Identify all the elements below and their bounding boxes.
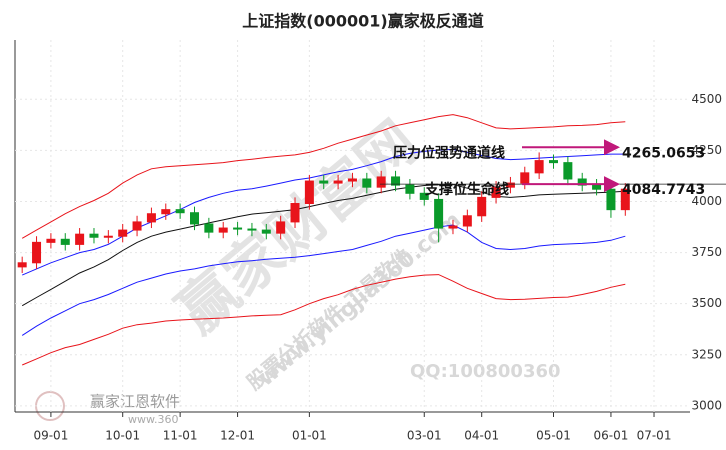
annotation-value: 4084.7743 [622, 182, 705, 198]
candle-body [204, 223, 214, 233]
y-tick-label: 4250 [691, 143, 722, 157]
candle-body [319, 180, 329, 184]
candle-body [534, 160, 544, 174]
x-tick-label: 01-01 [292, 429, 327, 443]
x-tick-label: 10-01 [105, 429, 140, 443]
candle-body [520, 172, 530, 184]
candle-body [419, 192, 429, 200]
candle-body [290, 203, 300, 223]
candle-body [477, 196, 487, 217]
annotation-label: 压力位强势通道线 [393, 144, 505, 161]
candle-body [462, 215, 472, 227]
candle-body [118, 229, 128, 237]
candle-body [549, 160, 558, 164]
channel-line [21, 183, 626, 307]
candle-body [161, 209, 171, 215]
x-tick-label: 05-01 [536, 429, 571, 443]
candle-body [190, 212, 199, 225]
candle-body [175, 209, 185, 214]
candle-body [391, 176, 401, 186]
chart-title: 上证指数(000001)赢家极反通道 [242, 12, 483, 31]
channel-line [21, 114, 626, 239]
candle-body [32, 241, 42, 264]
candle-body [505, 182, 515, 188]
candle-body [276, 221, 286, 234]
candle-body [261, 229, 271, 234]
candle-body [606, 188, 616, 211]
candle-body [103, 235, 113, 238]
candle-body [491, 186, 501, 198]
candle-body [146, 213, 156, 223]
annotation-label: 支撑位生命线 [424, 181, 509, 198]
y-tick-label: 4000 [691, 194, 722, 208]
y-tick-label: 3250 [691, 347, 722, 361]
y-tick-label: 3000 [691, 398, 722, 412]
candle-body [17, 262, 27, 268]
candle-body [434, 198, 444, 229]
candle-body [333, 180, 343, 184]
x-tick-label: 03-01 [407, 429, 442, 443]
candle-body [347, 178, 357, 182]
candle-body [46, 238, 56, 243]
candle-body [592, 184, 602, 190]
y-tick-label: 3500 [691, 296, 722, 310]
x-tick-label: 12-01 [220, 429, 255, 443]
x-tick-label: 09-01 [33, 429, 68, 443]
candle-body [247, 228, 257, 231]
candle-body [376, 176, 386, 188]
x-tick-label: 04-01 [464, 429, 499, 443]
candle-body [132, 221, 142, 231]
watermark: 赢家江恩软件 [90, 393, 180, 411]
y-tick-label: 4500 [691, 92, 722, 106]
x-tick-label: 11-01 [163, 429, 198, 443]
x-tick-label: 06-01 [594, 429, 629, 443]
channel-line [21, 224, 626, 336]
candle-body [75, 233, 85, 245]
candle-body [362, 178, 372, 188]
channel-line [22, 274, 626, 366]
candle-body [60, 238, 70, 245]
candle-body [448, 225, 458, 229]
candle-body [405, 184, 415, 194]
x-tick-label: 07-01 [637, 429, 672, 443]
candle-body [218, 227, 228, 233]
candle-body [304, 180, 314, 205]
candle-body [233, 227, 243, 230]
y-tick-label: 3750 [691, 245, 722, 259]
candle-body [89, 233, 99, 238]
annotation-value: 4265.0653 [622, 145, 705, 161]
candle-body [563, 162, 573, 180]
watermark: www.360 [128, 413, 178, 426]
watermark: QQ:100800360 [410, 361, 561, 382]
candle-body [620, 188, 630, 211]
